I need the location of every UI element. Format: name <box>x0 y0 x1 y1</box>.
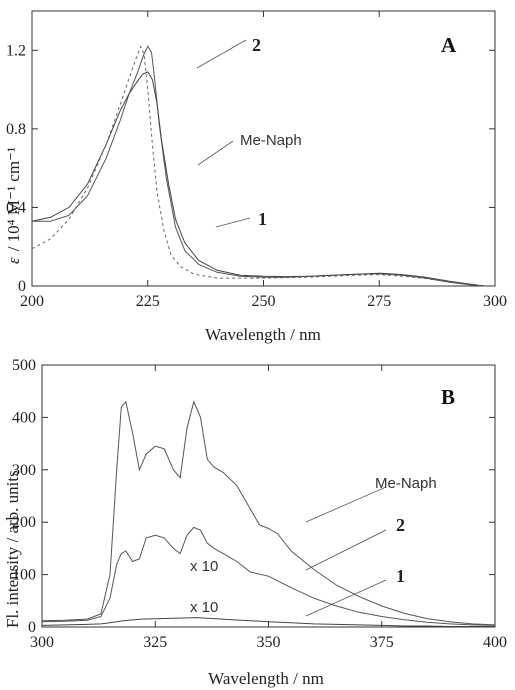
annotation-label-me-naph-b: Me-Naph <box>375 475 437 492</box>
annotation-label-2-b: 2 <box>396 515 405 535</box>
y-tick-label: 0 <box>28 619 36 636</box>
series-line-b-1 <box>41 617 495 627</box>
y-tick-label: 0.8 <box>6 121 26 138</box>
annotation-label-1: 1 <box>258 209 267 229</box>
x-tick-label: 300 <box>483 293 507 310</box>
leader-line-me-naph <box>197 140 234 166</box>
panel-b-x-axis-label: Wavelength / nm <box>208 669 324 688</box>
leader-line-1 <box>215 217 251 228</box>
leader-line-2-b <box>305 529 387 571</box>
x-tick-label: 250 <box>252 293 276 310</box>
panel-a-x-axis-label: Wavelength / nm <box>205 325 321 344</box>
y-tick-label: 100 <box>12 567 36 584</box>
panel-label-a: A <box>441 33 457 57</box>
panel-a-y-axis-label: ε / 10⁴ M⁻¹ cm⁻¹ <box>4 147 23 264</box>
panel-a-annotations: 2 Me-Naph 1 <box>196 35 302 229</box>
x-tick-label: 300 <box>30 634 54 651</box>
panel-a-series <box>31 45 486 287</box>
panel-b: 300 325 350 375 400 0 100 200 300 400 500 Me-Naph … <box>3 357 507 688</box>
annotation-x10-series-1: x 10 <box>190 599 218 616</box>
series-line-a-1 <box>31 71 486 287</box>
annotation-label-2: 2 <box>252 35 261 55</box>
x-tick-label: 325 <box>143 634 167 651</box>
panel-b-ticks: 300 325 350 375 400 0 100 200 300 400 500 <box>12 357 507 651</box>
leader-line-me-naph-b <box>305 486 387 523</box>
series-line-b-2 <box>41 526 496 626</box>
annotation-label-me-naph: Me-Naph <box>240 132 302 149</box>
x-tick-label: 400 <box>483 634 507 651</box>
annotation-x10-series-2: x 10 <box>190 558 218 575</box>
panel-b-annotations: Me-Naph 2 1 x 10 x 10 <box>190 475 437 617</box>
y-axis-symbol: ε <box>4 257 23 264</box>
y-tick-label: 500 <box>12 357 36 374</box>
panel-a-ticks: 200 225 250 275 300 0 0.4 0.8 1.2 <box>6 11 507 310</box>
panel-b-frame <box>41 364 496 628</box>
x-tick-label: 225 <box>136 293 160 310</box>
y-tick-label: 200 <box>12 514 36 531</box>
y-tick-label: 0 <box>18 278 26 295</box>
x-tick-label: 350 <box>257 634 281 651</box>
y-tick-label: 0.4 <box>6 199 26 216</box>
series-line-a-me-naph <box>31 45 486 287</box>
y-tick-label: 300 <box>12 462 36 479</box>
x-tick-label: 200 <box>20 293 44 310</box>
leader-line-2 <box>196 39 247 69</box>
series-line-b-me-naph <box>41 400 496 626</box>
leader-line-1-b <box>305 579 387 617</box>
x-tick-label: 375 <box>370 634 394 651</box>
annotation-label-1-b: 1 <box>396 566 405 586</box>
series-line-a-2 <box>32 45 486 287</box>
panel-label-b: B <box>441 385 455 409</box>
y-tick-label: 400 <box>12 409 36 426</box>
x-tick-label: 275 <box>367 293 391 310</box>
y-tick-label: 1.2 <box>6 42 26 59</box>
panel-b-series <box>41 400 496 627</box>
y-axis-units: / 10⁴ M⁻¹ cm⁻¹ <box>4 147 23 251</box>
panel-b-y-axis-label: Fl. intensity / arb. units <box>3 470 22 628</box>
